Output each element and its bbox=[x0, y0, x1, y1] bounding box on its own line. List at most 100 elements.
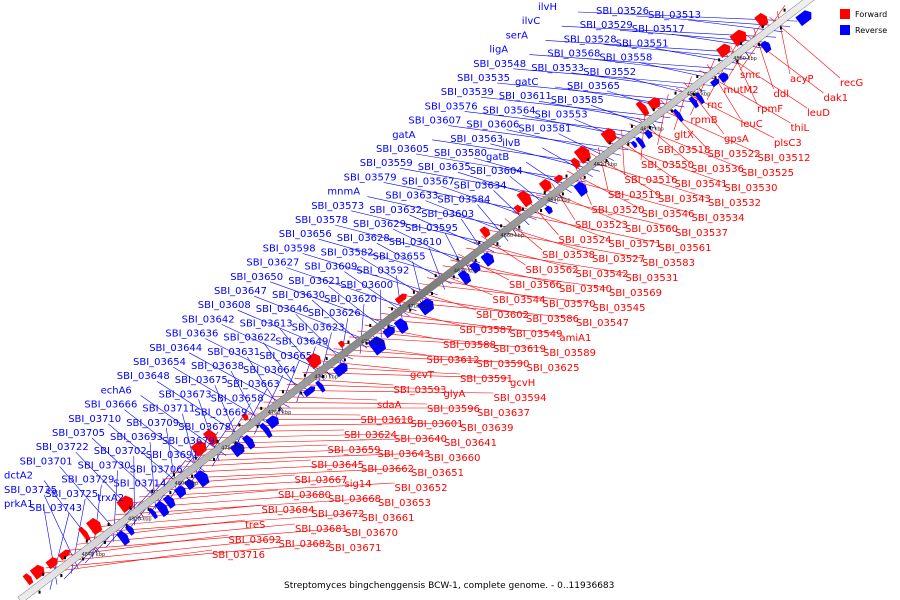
reverse-gene-label: SBI_03626 bbox=[308, 308, 361, 319]
forward-gene-label: SBI_03602 bbox=[476, 310, 529, 321]
forward-gene-arrow bbox=[116, 495, 134, 514]
kbp-tick-mark bbox=[652, 123, 656, 128]
reverse-gene-label: SBI_03551 bbox=[616, 38, 669, 49]
forward-leader-line bbox=[640, 111, 646, 161]
genome-backbone-band bbox=[17, 0, 815, 600]
reverse-gene-arrow bbox=[259, 422, 273, 439]
gene-marker bbox=[191, 474, 194, 478]
reverse-leader-line bbox=[473, 157, 579, 188]
reverse-gene-label: gatB bbox=[486, 152, 509, 163]
reverse-gene-label: SBI_03735 bbox=[4, 485, 57, 496]
kbp-tick-mark bbox=[233, 442, 237, 447]
reverse-leader-line bbox=[254, 374, 284, 435]
kbp-tick-mark bbox=[280, 406, 284, 412]
forward-gene-arrow bbox=[22, 573, 34, 586]
forward-gene-label: SBI_03625 bbox=[527, 363, 580, 374]
gene-marker bbox=[518, 225, 521, 229]
forward-leader-line bbox=[53, 538, 279, 563]
reverse-gene-arrow bbox=[162, 495, 176, 509]
kbp-tick-label: 4640 kbp bbox=[547, 198, 571, 204]
gene-marker bbox=[783, 8, 786, 12]
gene-marker bbox=[674, 91, 677, 95]
kbp-tick-label: 4780 kbp bbox=[221, 446, 245, 452]
reverse-gene-label: SBI_03647 bbox=[214, 286, 267, 297]
reverse-gene-arrow bbox=[193, 470, 210, 488]
reverse-gene-label: SBI_03613 bbox=[240, 318, 293, 329]
reverse-gene-label: trxA2 bbox=[97, 493, 124, 504]
reverse-leader-line bbox=[91, 437, 163, 505]
gene-marker bbox=[391, 307, 394, 311]
forward-gene-label: SBI_03672 bbox=[312, 509, 365, 520]
kbp-tick-mark bbox=[186, 477, 191, 482]
reverse-gene-arrow bbox=[635, 136, 646, 149]
reverse-gene-label: SBI_03528 bbox=[564, 34, 617, 45]
reverse-gene-label: SBI_03605 bbox=[376, 144, 429, 155]
forward-gene-label: SBI_03684 bbox=[262, 505, 315, 516]
kbp-tick-mark bbox=[699, 87, 703, 93]
forward-gene-arrow bbox=[635, 100, 650, 117]
forward-gene-label: SBI_03547 bbox=[576, 318, 629, 329]
forward-gene-label: SBI_03561 bbox=[659, 243, 712, 254]
forward-gene-label: thiL bbox=[791, 123, 810, 134]
forward-gene-label: SBI_03651 bbox=[411, 468, 464, 479]
forward-gene-label: SBI_03523 bbox=[575, 220, 628, 231]
gene-marker bbox=[561, 192, 564, 196]
gene-marker bbox=[587, 157, 590, 161]
forward-gene-label: SBI_03667 bbox=[295, 475, 348, 486]
forward-gene-arrow bbox=[513, 204, 522, 214]
gene-marker bbox=[649, 126, 652, 130]
forward-leader-line bbox=[333, 348, 477, 360]
gene-marker bbox=[147, 507, 150, 511]
reverse-gene-label: SBI_03634 bbox=[454, 180, 507, 191]
gene-marker bbox=[627, 142, 630, 146]
kbp-tick-mark bbox=[745, 52, 750, 57]
reverse-gene-arrow bbox=[393, 318, 409, 334]
reverse-gene-arrow bbox=[242, 434, 256, 450]
gene-marker bbox=[194, 456, 197, 460]
reverse-leader-line bbox=[399, 167, 565, 199]
reverse-gene-arrow bbox=[469, 261, 481, 274]
forward-gene-label: SBI_03540 bbox=[559, 284, 612, 295]
forward-leader-line bbox=[61, 534, 229, 557]
kbp-tick-label: 4580 kbp bbox=[687, 91, 711, 97]
gene-marker bbox=[543, 191, 546, 195]
reverse-gene-label: SBI_03656 bbox=[279, 229, 332, 240]
gene-marker bbox=[474, 258, 477, 262]
reverse-gene-label: SBI_03646 bbox=[256, 304, 309, 315]
reverse-gene-label: SBI_03629 bbox=[353, 219, 406, 230]
forward-gene-label: SBI_03590 bbox=[477, 359, 530, 370]
gene-marker bbox=[431, 291, 434, 295]
genome-caption: Streptomyces bingchenggensis BCW-1, comp… bbox=[284, 581, 614, 591]
forward-gene-label: SBI_03589 bbox=[543, 348, 596, 359]
reverse-gene-label: SBI_03529 bbox=[580, 20, 633, 31]
kbp-tick-mark bbox=[466, 265, 470, 270]
forward-gene-label: SBI_03653 bbox=[378, 498, 431, 509]
reverse-gene-arrow bbox=[229, 442, 245, 458]
forward-leader-line bbox=[45, 542, 329, 569]
reverse-gene-label: SBI_03584 bbox=[437, 195, 490, 206]
reverse-gene-label: SBI_03573 bbox=[311, 201, 364, 212]
forward-gene-label: SBI_03524 bbox=[559, 235, 612, 246]
reverse-gene-label: SBI_03709 bbox=[126, 418, 179, 429]
kbp-tick-label: 4560 kbp bbox=[733, 56, 757, 62]
gene-marker bbox=[216, 440, 219, 444]
forward-gene-label: SBI_03681 bbox=[295, 524, 348, 535]
forward-leader-line bbox=[92, 512, 362, 533]
gene-marker bbox=[583, 175, 586, 179]
reverse-gene-arrow bbox=[718, 72, 729, 83]
forward-gene-arrow bbox=[754, 12, 769, 28]
forward-leader-line bbox=[84, 519, 246, 539]
reverse-gene-arrow bbox=[265, 415, 279, 429]
forward-gene-label: SBI_03520 bbox=[592, 205, 645, 216]
gene-marker bbox=[238, 423, 241, 427]
forward-leader-line bbox=[673, 76, 692, 131]
gene-marker bbox=[38, 590, 41, 594]
reverse-gene-label: SBI_03578 bbox=[295, 215, 348, 226]
forward-leader-line bbox=[100, 508, 312, 527]
forward-gene-label: SBI_03682 bbox=[279, 539, 332, 550]
reverse-gene-label: SBI_03664 bbox=[243, 365, 296, 376]
reverse-gene-label: SBI_03710 bbox=[68, 414, 121, 425]
gene-marker bbox=[609, 141, 612, 145]
forward-gene-label: SBI_03643 bbox=[378, 449, 431, 460]
